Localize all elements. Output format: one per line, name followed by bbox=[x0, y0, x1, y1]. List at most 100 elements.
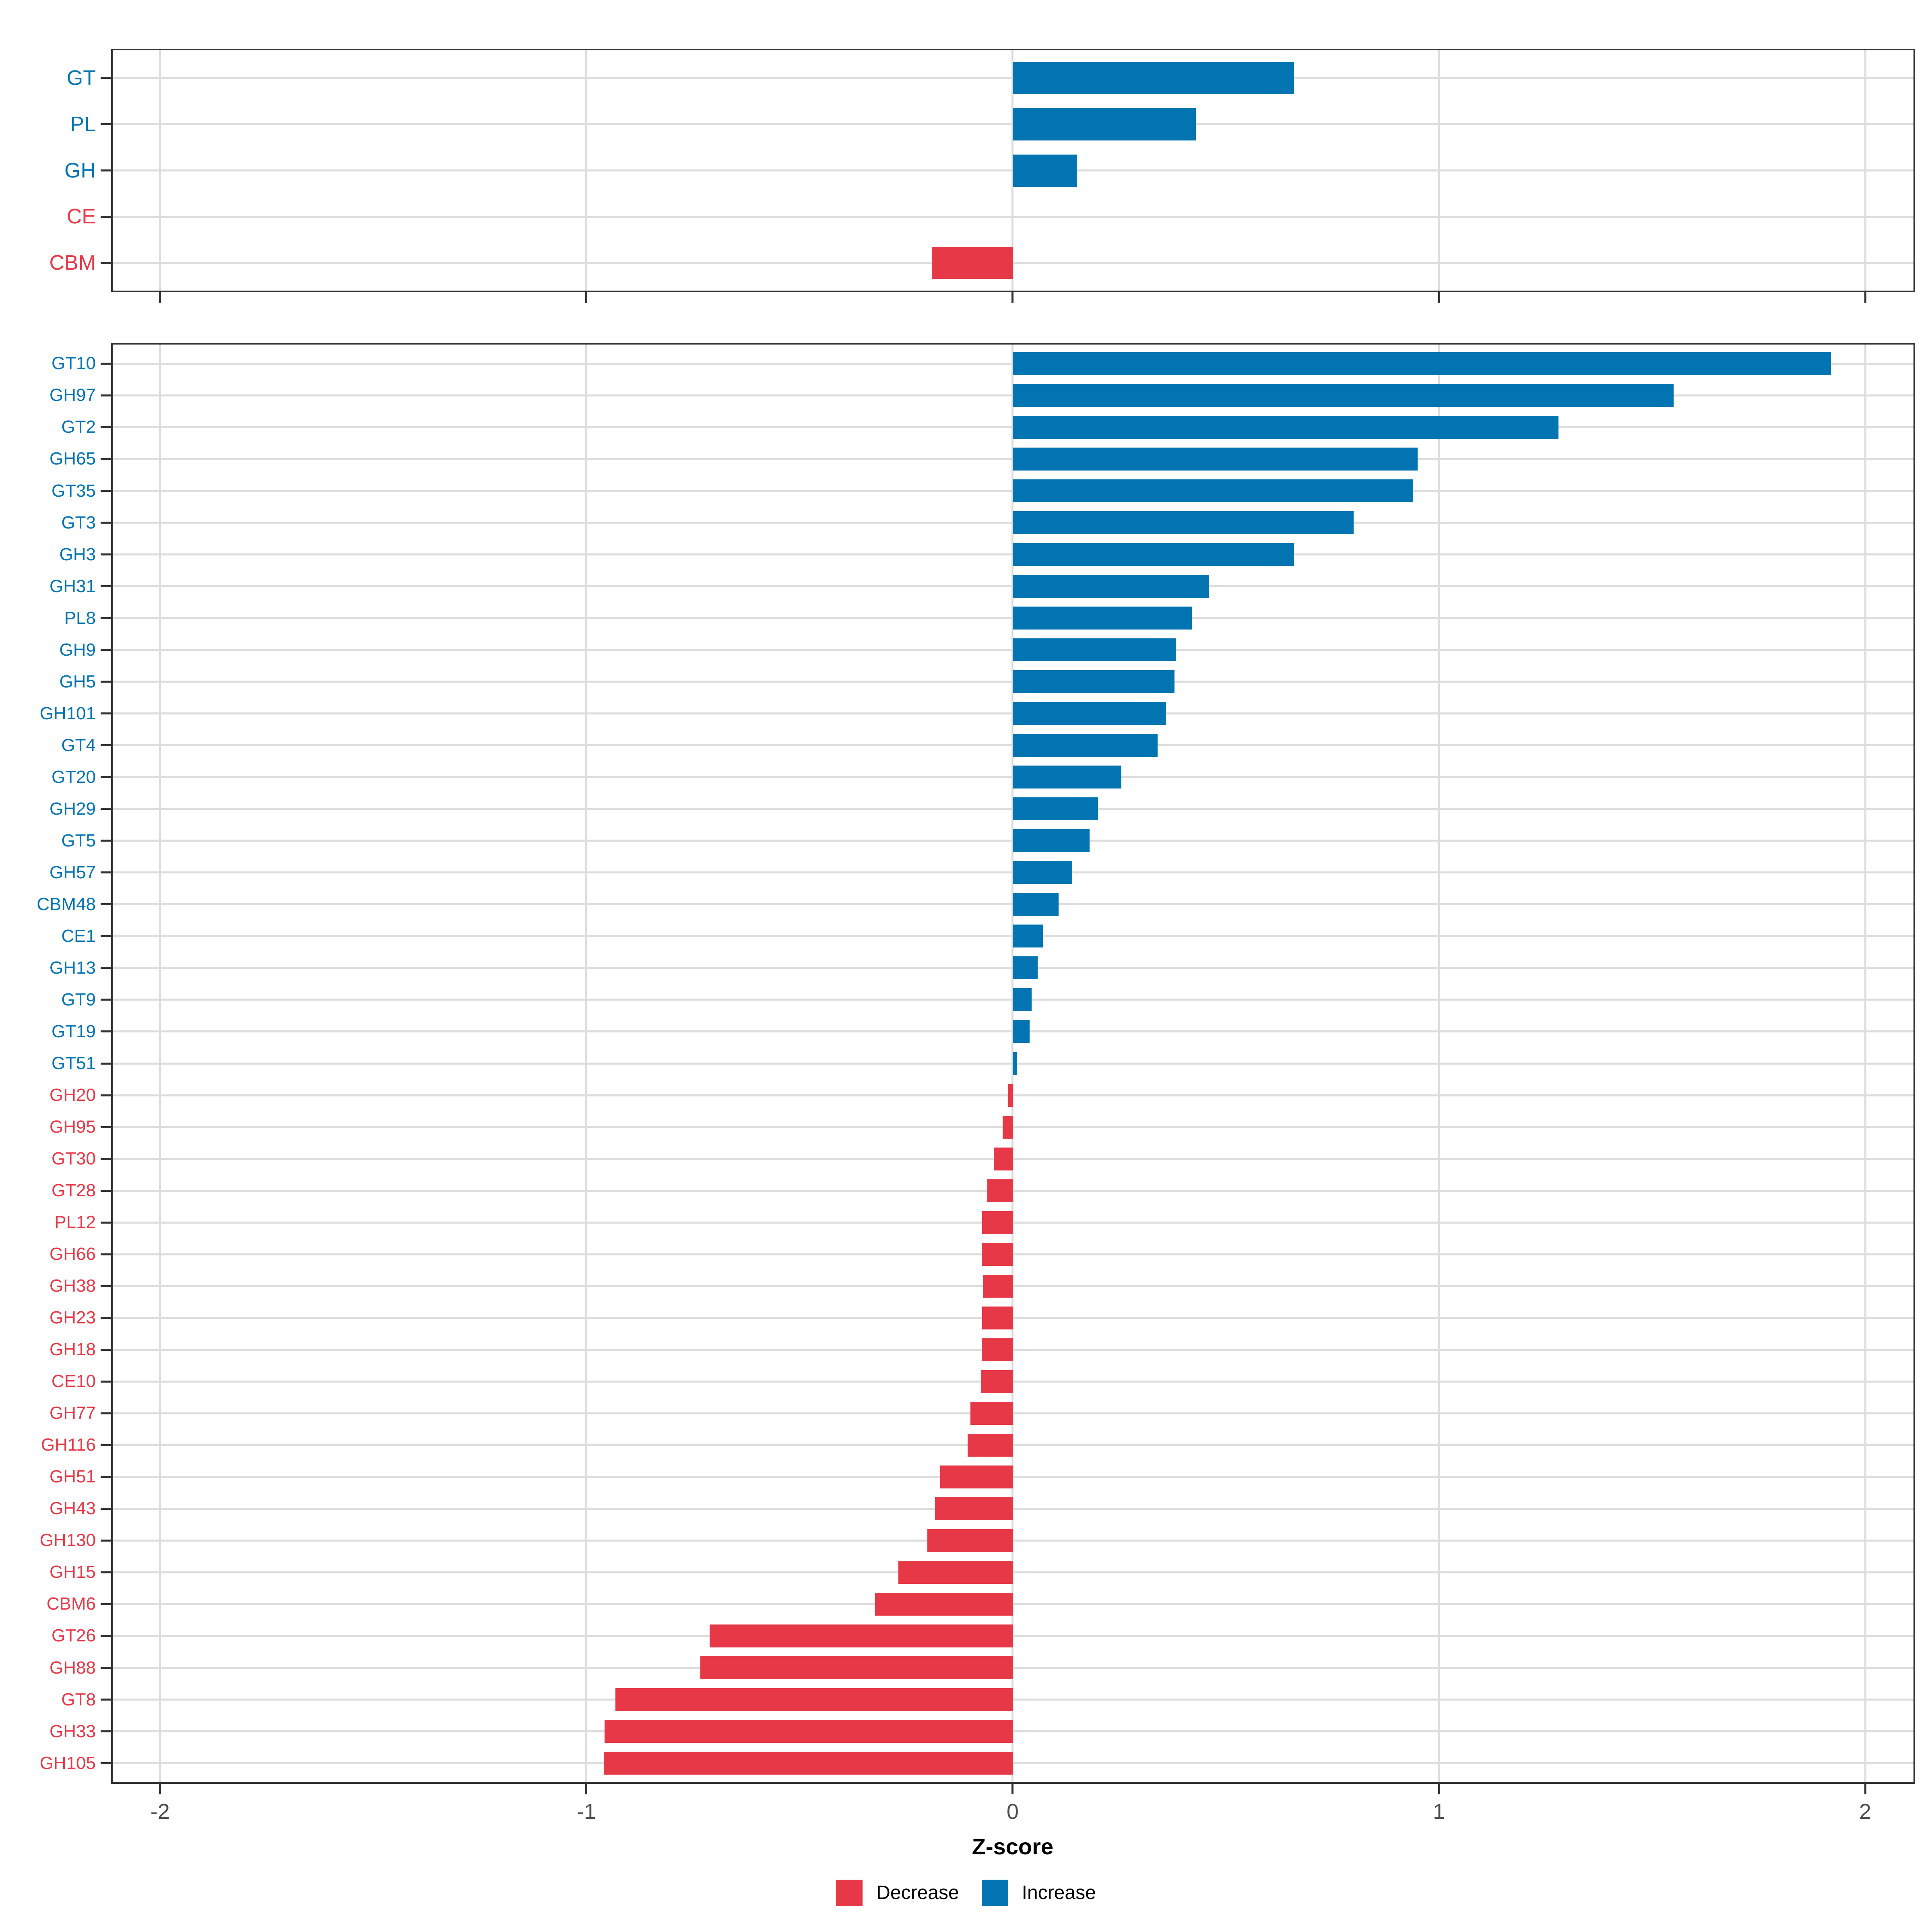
ytick-GH77 bbox=[101, 1412, 111, 1414]
ytick-PL bbox=[101, 123, 111, 126]
bar-GT bbox=[1012, 62, 1294, 94]
row-label-GH101: GH101 bbox=[39, 703, 96, 723]
ytick-GT3 bbox=[101, 522, 111, 524]
gridline-row-GH23 bbox=[113, 1317, 1913, 1319]
row-label-GH31: GH31 bbox=[50, 576, 96, 596]
ytick-GT5 bbox=[101, 840, 111, 842]
row-label-GH15: GH15 bbox=[50, 1562, 96, 1582]
ytick-GT8 bbox=[101, 1699, 111, 1701]
row-label-GT10: GT10 bbox=[51, 353, 96, 374]
bar-GH9 bbox=[1012, 638, 1176, 662]
xtick-bottom-0 bbox=[1011, 1784, 1014, 1794]
xtick-top--1 bbox=[585, 292, 588, 303]
bar-CBM bbox=[931, 247, 1013, 279]
xtick-bottom--1 bbox=[585, 1784, 588, 1794]
ytick-CBM48 bbox=[101, 903, 111, 906]
row-label-GH65: GH65 bbox=[50, 449, 96, 469]
ytick-GH38 bbox=[101, 1285, 111, 1287]
row-label-GH13: GH13 bbox=[50, 958, 96, 978]
row-label-GT5: GT5 bbox=[61, 830, 96, 850]
row-label-GT8: GT8 bbox=[61, 1689, 96, 1709]
bar-CBM6 bbox=[875, 1592, 1013, 1616]
bar-GT30 bbox=[994, 1147, 1013, 1170]
legend-swatch-decrease bbox=[836, 1880, 863, 1906]
bar-GT51 bbox=[1012, 1052, 1017, 1075]
ytick-GH3 bbox=[101, 553, 111, 556]
bar-GT2 bbox=[1012, 415, 1558, 439]
ytick-GH20 bbox=[101, 1094, 111, 1096]
bar-GT28 bbox=[987, 1179, 1013, 1202]
bar-GH5 bbox=[1012, 670, 1175, 694]
gridline-row-CE bbox=[113, 215, 1913, 218]
bar-GH15 bbox=[898, 1560, 1013, 1584]
gridline-row-GH33 bbox=[113, 1730, 1913, 1733]
gridline-row-GH77 bbox=[113, 1412, 1913, 1414]
row-label-GH9: GH9 bbox=[59, 640, 96, 660]
bar-GT4 bbox=[1012, 734, 1158, 757]
bar-PL bbox=[1012, 108, 1196, 140]
gridline-row-CBM bbox=[113, 262, 1913, 264]
gridline-row-GT28 bbox=[113, 1189, 1913, 1192]
ytick-GH65 bbox=[101, 458, 111, 460]
row-label-GT9: GT9 bbox=[61, 989, 96, 1009]
gridline-row-GH18 bbox=[113, 1348, 1913, 1351]
ytick-GH116 bbox=[101, 1444, 111, 1446]
gridline-row-GH66 bbox=[113, 1253, 1913, 1255]
bar-CBM48 bbox=[1012, 893, 1059, 916]
row-label-GT28: GT28 bbox=[51, 1181, 96, 1201]
ytick-PL12 bbox=[101, 1221, 111, 1224]
xtick-bottom-2 bbox=[1864, 1784, 1866, 1794]
legend-label-decrease: Decrease bbox=[876, 1882, 959, 1903]
bar-GT20 bbox=[1012, 766, 1121, 789]
xtick-bottom-1 bbox=[1438, 1784, 1440, 1794]
row-label-GT35: GT35 bbox=[51, 481, 96, 501]
gridline-row-GH116 bbox=[113, 1444, 1913, 1446]
legend-item-decrease: Decrease bbox=[836, 1880, 959, 1906]
gridline-row-GH15 bbox=[113, 1571, 1913, 1573]
bar-GH97 bbox=[1012, 384, 1674, 407]
ytick-GH29 bbox=[101, 808, 111, 810]
row-label-GH88: GH88 bbox=[50, 1657, 96, 1678]
row-label-GH77: GH77 bbox=[50, 1403, 96, 1423]
bar-GH bbox=[1012, 154, 1077, 187]
row-label-GH97: GH97 bbox=[50, 385, 96, 405]
bar-GH88 bbox=[700, 1656, 1013, 1679]
gridline-row-GH43 bbox=[113, 1507, 1913, 1510]
xtick-label-2: 2 bbox=[1859, 1800, 1872, 1824]
ytick-GT51 bbox=[101, 1062, 111, 1065]
bar-CE1 bbox=[1012, 925, 1043, 948]
row-label-CE1: CE1 bbox=[61, 926, 96, 946]
gridline-row-CBM6 bbox=[113, 1603, 1913, 1605]
ytick-GT19 bbox=[101, 1030, 111, 1033]
row-label-GH116: GH116 bbox=[41, 1435, 96, 1455]
ytick-GH95 bbox=[101, 1126, 111, 1128]
bar-GH130 bbox=[927, 1529, 1013, 1552]
row-label-GH18: GH18 bbox=[50, 1340, 96, 1360]
ytick-GT20 bbox=[101, 776, 111, 778]
bar-GH38 bbox=[983, 1274, 1013, 1298]
xtick-top--2 bbox=[159, 292, 161, 303]
row-label-GH: GH bbox=[64, 159, 96, 182]
bar-PL12 bbox=[982, 1211, 1013, 1234]
ytick-GT30 bbox=[101, 1158, 111, 1160]
row-label-GH33: GH33 bbox=[50, 1721, 96, 1741]
ytick-GT26 bbox=[101, 1635, 111, 1637]
bar-GH66 bbox=[981, 1243, 1013, 1266]
gridline-row-GT8 bbox=[113, 1699, 1913, 1701]
ytick-GT28 bbox=[101, 1189, 111, 1192]
legend-swatch-increase bbox=[981, 1880, 1008, 1906]
row-label-CBM: CBM bbox=[49, 251, 96, 275]
ytick-GT bbox=[101, 77, 111, 79]
row-label-GH38: GH38 bbox=[50, 1276, 96, 1296]
gridline-row-PL12 bbox=[113, 1221, 1913, 1224]
row-label-GT20: GT20 bbox=[51, 767, 96, 787]
xtick-top-1 bbox=[1438, 292, 1440, 303]
gridline-row-GH130 bbox=[113, 1539, 1913, 1542]
bar-GH3 bbox=[1012, 543, 1294, 566]
bar-GH105 bbox=[604, 1752, 1013, 1775]
xtick-bottom--2 bbox=[159, 1784, 161, 1794]
xtick-top-0 bbox=[1011, 292, 1014, 303]
bar-GH101 bbox=[1012, 702, 1166, 725]
bar-CE10 bbox=[981, 1370, 1013, 1393]
row-label-GH57: GH57 bbox=[50, 862, 96, 882]
